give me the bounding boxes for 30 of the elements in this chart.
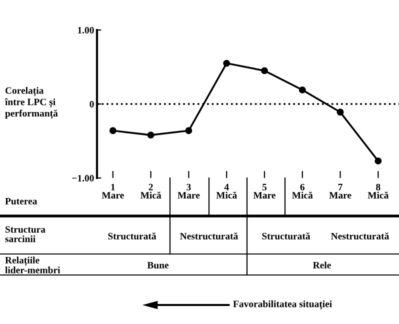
text: Structurată <box>108 232 156 240</box>
x-tick-label: 2 Mică <box>140 184 162 199</box>
point <box>109 127 116 134</box>
x-tick-label: 8 Mică <box>368 184 389 199</box>
text: Puterea <box>5 198 38 204</box>
text: Relațiile lider-membri <box>5 256 60 274</box>
y-tick-label: 0 <box>90 100 94 108</box>
x-tick-label: 7 Mare <box>329 184 352 199</box>
x-tick-label: 5 Mare <box>253 184 276 199</box>
x-tick-label: 1 Mare <box>102 184 124 199</box>
x-tick-label: 4 Mică <box>216 184 237 199</box>
text: Nestructurată <box>180 232 238 240</box>
point <box>261 67 268 74</box>
point <box>185 127 192 134</box>
text: Nestructurată <box>331 232 390 240</box>
text: Favorabilitatea situației <box>233 300 332 310</box>
point <box>147 132 154 139</box>
text: Bune <box>147 262 169 268</box>
point <box>336 108 344 116</box>
point <box>223 60 230 67</box>
point <box>298 86 306 94</box>
x-tick-label: 6 Mică <box>292 184 313 199</box>
text: Structurată <box>262 232 310 240</box>
y-tick-label: 1.00 <box>78 26 94 34</box>
y-tick-label: −1.00 <box>72 174 94 182</box>
x-tick-label: 3 Mare <box>178 184 200 199</box>
text: Rele <box>312 262 331 268</box>
point <box>374 158 382 164</box>
y-axis-title: Corelația între LPC și performanță <box>4 86 58 120</box>
text: Structura sarcinii <box>5 226 46 242</box>
